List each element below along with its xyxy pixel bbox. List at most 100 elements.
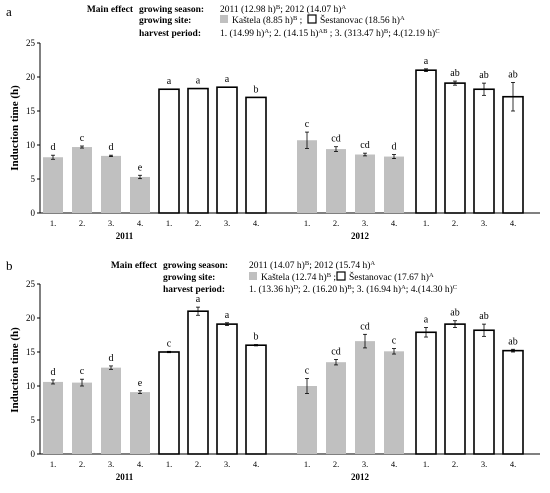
year-label: 2011 [116,231,134,241]
bar [187,310,209,455]
category-label: 4. [137,218,143,228]
significance-letter: d [51,367,56,378]
significance-letter: e [138,162,143,173]
y-axis-label: Induction time (h) [9,327,21,413]
bar [101,367,121,454]
bar [245,344,267,455]
panel-label: b [6,258,13,273]
category-label: 4. [510,459,516,469]
legend-value: 1. (14.99 h)A; 2. (14.15 h)AB ; 3. (313.… [220,28,440,40]
panel-label: a [6,4,12,19]
legend-label: harvest period: [163,285,225,295]
y-tick-label: 20 [26,72,36,82]
legend-title: Main effect [111,261,158,271]
y-tick-label: 25 [26,38,36,48]
category-label: 4. [510,218,516,228]
bar [415,69,437,214]
significance-letter: cd [331,346,340,357]
year-label: 2011 [116,472,134,482]
bar [473,329,495,455]
y-tick-label: 20 [26,313,36,323]
significance-letter: c [305,366,310,377]
y-tick-label: 10 [26,140,36,150]
bar [473,88,495,214]
category-label: 4. [391,459,397,469]
legend-value: 1. (13.36 h)D; 2. (16.20 h)B; 3. (16.94 … [249,284,457,296]
significance-letter: a [196,76,201,87]
significance-letter: a [196,294,201,305]
legend-title: Main effect [87,5,134,15]
bar [297,140,317,213]
y-axis-label: Induction time (h) [9,85,21,171]
category-label: 4. [253,459,259,469]
significance-letter: cd [331,134,340,145]
y-tick-label: 0 [31,208,36,218]
legend-swatch-filled [220,15,228,23]
y-tick-label: 25 [26,279,36,289]
bar [326,362,346,454]
legend-item-text: Šestanovac (17.67 h)A [349,271,434,283]
category-label: 2. [195,459,201,469]
legend-swatch-hollow [336,271,346,281]
significance-letter: ab [508,69,517,80]
legend-label: growing season: [139,5,204,15]
category-label: 2. [195,218,201,228]
bar [216,323,238,455]
significance-letter: c [392,336,397,347]
category-label: 4. [391,218,397,228]
category-label: 1. [50,218,56,228]
bar [43,381,63,454]
significance-letter: b [254,332,259,343]
category-label: 1. [304,218,310,228]
legend-swatch-hollow [307,14,317,24]
category-label: 1. [423,218,429,228]
legend-value: 2011 (12.98 h)B; 2012 (14.07 h)A [220,4,346,16]
bar [130,392,150,454]
category-label: 2. [452,218,458,228]
y-tick-label: 15 [26,347,36,357]
category-label: 2. [452,459,458,469]
significance-letter: a [424,56,429,67]
significance-letter: e [138,378,143,389]
category-label: 3. [481,218,487,228]
bar [216,86,238,214]
bar [384,156,404,213]
significance-letter: c [80,366,85,377]
legend-item-text: Kaštela (8.85 h)B ; [232,15,302,27]
bar [101,155,121,213]
bar [355,154,375,213]
y-tick-label: 0 [31,449,36,459]
category-label: 3. [224,218,230,228]
significance-letter: d [51,142,56,153]
bar [444,323,466,455]
significance-letter: c [80,133,85,144]
category-label: 1. [50,459,56,469]
chart-panel-a: a Main effect growing season: 2011 (12.98 h… [6,4,540,241]
significance-letter: ab [508,336,517,347]
category-label: 2. [333,218,339,228]
significance-letter: cd [360,321,369,332]
significance-letter: ab [479,70,488,81]
category-label: 4. [137,459,143,469]
significance-letter: a [225,310,230,321]
category-label: 1. [166,218,172,228]
y-tick-label: 5 [31,174,36,184]
bar [130,176,150,213]
bar [187,87,209,214]
category-label: 1. [423,459,429,469]
year-label: 2012 [351,231,370,241]
bar [326,149,346,213]
significance-letter: c [167,338,172,349]
bar [158,351,180,455]
y-tick-label: 10 [26,381,36,391]
significance-letter: ab [450,68,459,79]
significance-letter: ab [479,311,488,322]
significance-letter: d [109,353,114,364]
category-label: 2. [79,459,85,469]
bar [43,157,63,213]
year-label: 2012 [351,472,370,482]
bar [297,386,317,454]
legend-label: growing site: [139,16,191,26]
legend-label: harvest period: [139,29,201,39]
category-label: 3. [481,459,487,469]
